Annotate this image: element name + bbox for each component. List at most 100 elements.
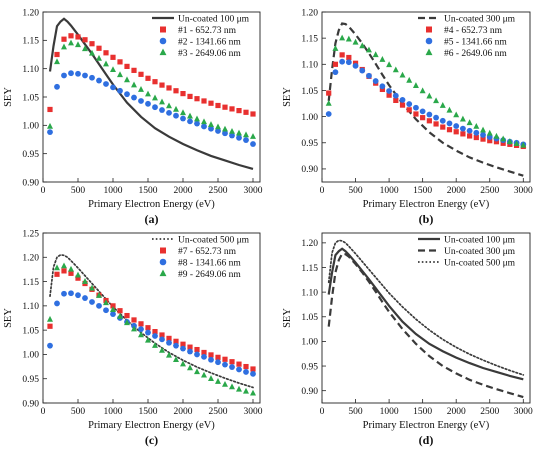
data-point-triangle	[208, 375, 214, 381]
data-point-circle	[379, 83, 386, 90]
legend-entry: #4 - 652.73 nm	[444, 26, 503, 36]
panel-label: (a)	[145, 212, 159, 226]
data-point-triangle	[131, 81, 137, 88]
data-point-triangle	[399, 71, 406, 78]
data-point-circle	[187, 118, 193, 125]
data-point-square	[82, 37, 88, 43]
data-point-square	[152, 79, 158, 85]
data-point-triangle	[500, 135, 507, 142]
data-point-triangle	[152, 342, 158, 348]
y-tick-label: 1.05	[301, 313, 318, 323]
data-point-circle	[229, 364, 235, 370]
data-point-triangle	[486, 129, 493, 136]
data-point-circle	[372, 78, 379, 84]
data-point-square	[194, 96, 200, 102]
data-point-circle	[446, 120, 453, 127]
legend-entry: Un-coated 500 μm	[178, 235, 250, 245]
data-point-triangle	[145, 90, 151, 97]
data-point-circle	[159, 107, 165, 113]
data-point-triangle	[166, 102, 172, 109]
data-point-square	[201, 98, 207, 104]
data-point-triangle	[68, 265, 74, 272]
data-point-circle	[89, 299, 95, 305]
series-4	[47, 262, 256, 396]
data-point-square	[440, 124, 446, 130]
plot-frame	[321, 232, 531, 404]
data-point-triangle	[243, 131, 249, 138]
data-point-circle	[243, 369, 249, 375]
data-point-triangle	[412, 82, 419, 88]
data-point-triangle	[208, 121, 214, 128]
data-point-circle	[152, 104, 158, 111]
data-point-circle	[117, 87, 123, 94]
data-point-square	[201, 349, 207, 356]
data-point-triangle	[345, 35, 352, 42]
data-point-square	[399, 102, 406, 108]
data-point-triangle	[439, 102, 446, 108]
data-point-circle	[229, 132, 235, 139]
chart-panel-4: 0 500 1000 1500 2000 2500 3000 0.90 0.95 1.00 1.05…	[282, 232, 533, 447]
data-point-triangle	[166, 351, 172, 358]
data-point-circle	[75, 292, 81, 299]
data-point-square	[159, 332, 165, 338]
data-point-triangle	[433, 97, 440, 104]
data-point-square	[487, 138, 493, 144]
data-point-circle	[399, 96, 406, 103]
data-point-square	[208, 352, 214, 358]
data-point-square	[160, 26, 166, 33]
data-point-square	[160, 247, 166, 254]
data-point-circle	[54, 83, 60, 90]
data-point-square	[124, 312, 130, 319]
data-point-square	[138, 321, 144, 327]
series-line	[327, 22, 524, 177]
data-point-square	[426, 26, 432, 33]
data-point-triangle	[513, 140, 520, 147]
plot-area	[47, 253, 256, 396]
data-point-triangle	[229, 383, 235, 390]
plot-frame	[321, 11, 531, 183]
series-line	[327, 252, 524, 399]
y-axis-label: SEY	[282, 308, 293, 328]
data-point-square	[47, 106, 53, 113]
x-tick-label: 1500	[139, 186, 158, 196]
data-point-circle	[208, 356, 214, 363]
y-tick-label: 1.00	[301, 113, 318, 123]
data-point-square	[180, 91, 186, 97]
data-point-triangle	[453, 111, 460, 118]
data-point-square	[480, 136, 486, 142]
data-point-circle	[159, 37, 167, 45]
data-point-square	[222, 356, 228, 362]
data-point-circle	[110, 311, 116, 318]
x-axis-label: Primary Electron Energy (eV)	[363, 199, 490, 210]
data-point-triangle	[75, 41, 81, 48]
data-point-triangle	[89, 284, 95, 291]
data-point-circle	[433, 114, 439, 121]
data-point-circle	[215, 128, 221, 134]
data-point-triangle	[89, 49, 95, 56]
y-tick-label: 0.90	[301, 387, 318, 397]
data-point-square	[236, 108, 242, 114]
y-tick-label: 1.10	[301, 288, 318, 298]
data-point-square	[152, 329, 158, 335]
data-point-square	[250, 366, 256, 372]
y-tick-label: 1.10	[22, 302, 39, 312]
data-point-triangle	[110, 66, 116, 73]
data-point-triangle	[75, 271, 81, 278]
x-axis-label: Primary Electron Energy (eV)	[363, 420, 490, 431]
data-point-triangle	[47, 122, 53, 129]
y-tick-label: 0.95	[301, 362, 318, 372]
data-point-square	[68, 270, 74, 276]
data-point-square	[166, 85, 172, 91]
data-point-square	[96, 45, 102, 51]
y-tick-label: 1.20	[301, 239, 318, 249]
x-tick-label: 0	[320, 186, 325, 196]
data-point-triangle	[325, 99, 332, 106]
data-point-circle	[187, 348, 193, 355]
chart-panel-3: 0 500 1000 1500 2000 2500 3000 0.90 0.95 1.00 1.05…	[3, 229, 263, 447]
data-point-square	[250, 111, 256, 117]
legend-entry: #2 - 1341.66 nm	[178, 37, 241, 47]
data-point-triangle	[473, 122, 480, 129]
data-point-circle	[166, 339, 172, 346]
data-point-square	[110, 303, 116, 309]
